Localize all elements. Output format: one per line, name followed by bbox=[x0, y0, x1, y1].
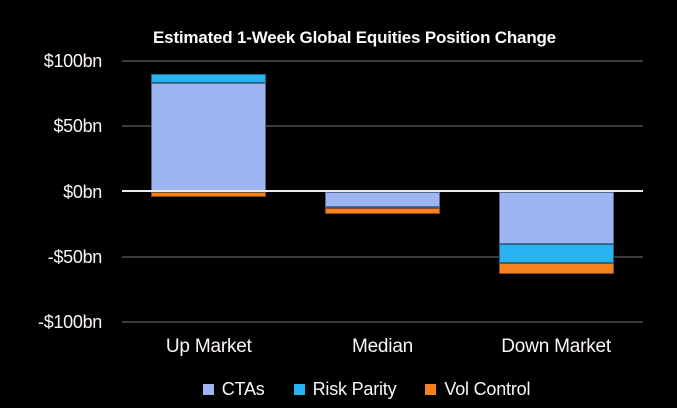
chart-title: Estimated 1-Week Global Equities Positio… bbox=[153, 28, 556, 47]
bar-segment-ctas-median bbox=[325, 191, 440, 208]
bar-down-market bbox=[498, 61, 614, 322]
gridline-50 bbox=[122, 125, 643, 128]
y-axis-tick-label: $50bn bbox=[53, 116, 102, 137]
x-axis-label-down-market: Down Market bbox=[501, 336, 612, 357]
legend-swatch-ctas bbox=[202, 384, 214, 395]
legend-label-vol-control: Vol Control bbox=[444, 379, 531, 399]
y-axis-tick-label: $100bn bbox=[43, 51, 103, 71]
plot-area bbox=[122, 60, 643, 323]
y-axis-tick-label: -$100bn bbox=[38, 312, 102, 332]
legend-label-ctas: CTAs bbox=[221, 379, 265, 399]
gridline--50 bbox=[122, 255, 643, 258]
bar-segment-vol-control-median bbox=[325, 208, 440, 214]
legend-item-vol-control: Vol Control bbox=[425, 379, 530, 400]
x-axis-label-up-market: Up Market bbox=[165, 336, 252, 357]
bar-segment-vol-control-up-market bbox=[151, 191, 267, 197]
bar-segment-ctas-down-market bbox=[498, 191, 614, 244]
legend-item-ctas: CTAs bbox=[202, 379, 265, 400]
bar-segment-risk-parity-up-market bbox=[151, 74, 267, 84]
legend-swatch-vol-control bbox=[425, 384, 437, 395]
bar-up-market bbox=[151, 61, 267, 322]
legend-label-risk-parity: Risk Parity bbox=[312, 379, 397, 399]
bar-segment-risk-parity-down-market bbox=[498, 243, 614, 264]
bar-segment-ctas-up-market bbox=[151, 83, 267, 192]
x-axis-label-median: Median bbox=[351, 336, 414, 357]
bar-segment-vol-control-down-market bbox=[498, 263, 614, 274]
zero-gridline bbox=[122, 189, 643, 192]
y-axis-tick-label: -$50bn bbox=[47, 246, 103, 267]
gridline-100 bbox=[122, 60, 643, 62]
legend-item-risk-parity: Risk Parity bbox=[293, 379, 397, 400]
gridline--100 bbox=[122, 321, 643, 323]
bar-median bbox=[325, 61, 440, 322]
y-axis-tick-label: $0bn bbox=[63, 181, 102, 202]
legend-swatch-risk-parity bbox=[293, 384, 305, 395]
chart-legend: CTAs Risk Parity Vol Control bbox=[0, 379, 677, 400]
